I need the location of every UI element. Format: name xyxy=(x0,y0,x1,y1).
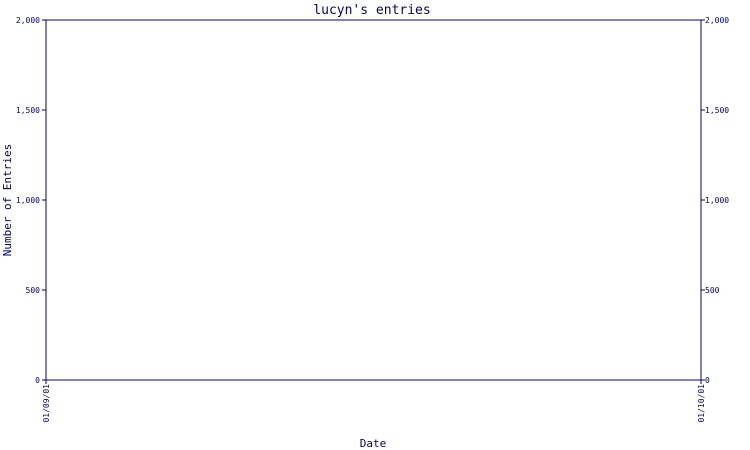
y-axis-label: Number of Entries xyxy=(1,144,14,257)
y-tick-label-right: 0 xyxy=(705,376,710,385)
y-tick-label-left: 1,500 xyxy=(16,106,40,115)
chart-title: lucyn's entries xyxy=(313,3,430,18)
y-axis-right: 0 500 1,000 1,500 2,000 xyxy=(701,16,729,385)
x-tick-label: 01/09/01 xyxy=(42,384,51,423)
y-tick-label-left: 0 xyxy=(35,376,40,385)
plot-area xyxy=(45,19,702,381)
y-axis-left: 0 500 1,000 1,500 2,000 xyxy=(16,16,46,385)
x-axis: 01/09/01 01/10/01 xyxy=(42,380,706,423)
y-tick-label-left: 2,000 xyxy=(16,16,40,25)
y-tick-label-right: 1,000 xyxy=(705,196,729,205)
y-tick-label-right: 2,000 xyxy=(705,16,729,25)
x-tick-label: 01/10/01 xyxy=(697,384,706,423)
y-tick-label-right: 1,500 xyxy=(705,106,729,115)
x-axis-label: Date xyxy=(360,437,387,450)
y-tick-label-left: 500 xyxy=(26,286,41,295)
y-tick-label-left: 1,000 xyxy=(16,196,40,205)
y-tick-label-right: 500 xyxy=(705,286,720,295)
